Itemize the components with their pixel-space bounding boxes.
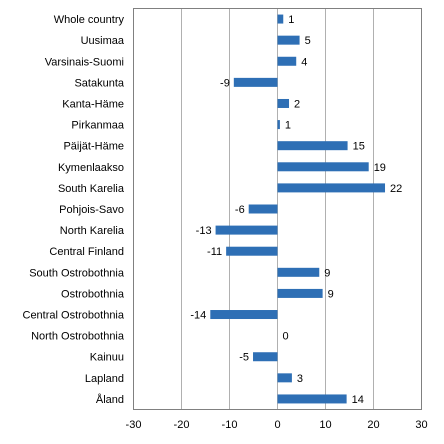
category-label: Lapland [85,373,124,385]
data-label: 15 [353,141,365,153]
bar [277,288,323,298]
bar [277,35,300,45]
bar [277,373,292,383]
bar [277,56,297,66]
data-label: 3 [297,373,303,385]
data-label: 1 [288,14,294,26]
x-tick-label: 10 [319,419,331,431]
x-tick-label: -30 [126,419,142,431]
bar [248,204,278,214]
data-label: 0 [283,331,289,343]
data-label: 2 [294,98,300,110]
data-label: -6 [235,204,245,216]
data-label: -14 [190,310,206,322]
data-label: -13 [196,225,212,237]
bar [277,183,386,193]
category-label: Pohjois-Savo [59,204,124,216]
x-tick-label: -20 [174,419,190,431]
bar [253,352,278,362]
bar [277,120,280,130]
category-label: North Ostrobothnia [31,331,125,343]
bar [210,310,278,320]
bar [226,246,278,256]
data-label: 5 [305,35,311,47]
category-label: Päijät-Häme [63,141,124,153]
data-label: 14 [352,394,364,406]
category-labels: Whole country Uusimaa Varsinais-Suomi Satak… [23,14,125,406]
category-label: Satakunta [74,77,124,89]
data-label: 9 [328,288,334,300]
category-label: Varsinais-Suomi [45,56,124,68]
bar [277,141,348,151]
category-label: Kainuu [90,352,124,364]
bar [277,162,369,172]
x-tick-label: 30 [415,419,427,431]
data-label: 1 [285,120,291,132]
category-label: Pirkanmaa [71,120,124,132]
category-label: South Ostrobothnia [29,267,125,279]
data-label: 19 [374,162,386,174]
x-tick-label: -10 [222,419,238,431]
bar [277,98,290,108]
bar [277,394,347,404]
bar [277,267,320,277]
data-label: 22 [390,183,402,195]
bar [215,225,278,235]
bars [210,14,386,404]
data-label: 9 [324,267,330,279]
category-label: North Karelia [60,225,125,237]
data-label: 4 [301,56,307,68]
x-tick-label: 0 [274,419,280,431]
data-label: -9 [220,77,230,89]
category-label: Whole country [54,14,125,26]
bar [233,77,278,87]
data-label: -11 [207,246,222,258]
category-label: Central Ostrobothnia [23,310,125,322]
data-label: -5 [239,352,249,364]
category-label: South Karelia [58,183,125,195]
bar [277,14,284,24]
category-label: Kanta-Häme [62,98,124,110]
category-label: Uusimaa [81,35,125,47]
x-tick-label: 20 [367,419,379,431]
category-label: Ostrobothnia [61,288,125,300]
category-label: Åland [96,393,124,406]
x-tick-labels: -30 -20 -10 0 10 20 30 [126,419,428,431]
plot-frame [133,8,422,410]
category-label: Central Finland [49,246,124,258]
category-label: Kymenlaakso [58,162,124,174]
